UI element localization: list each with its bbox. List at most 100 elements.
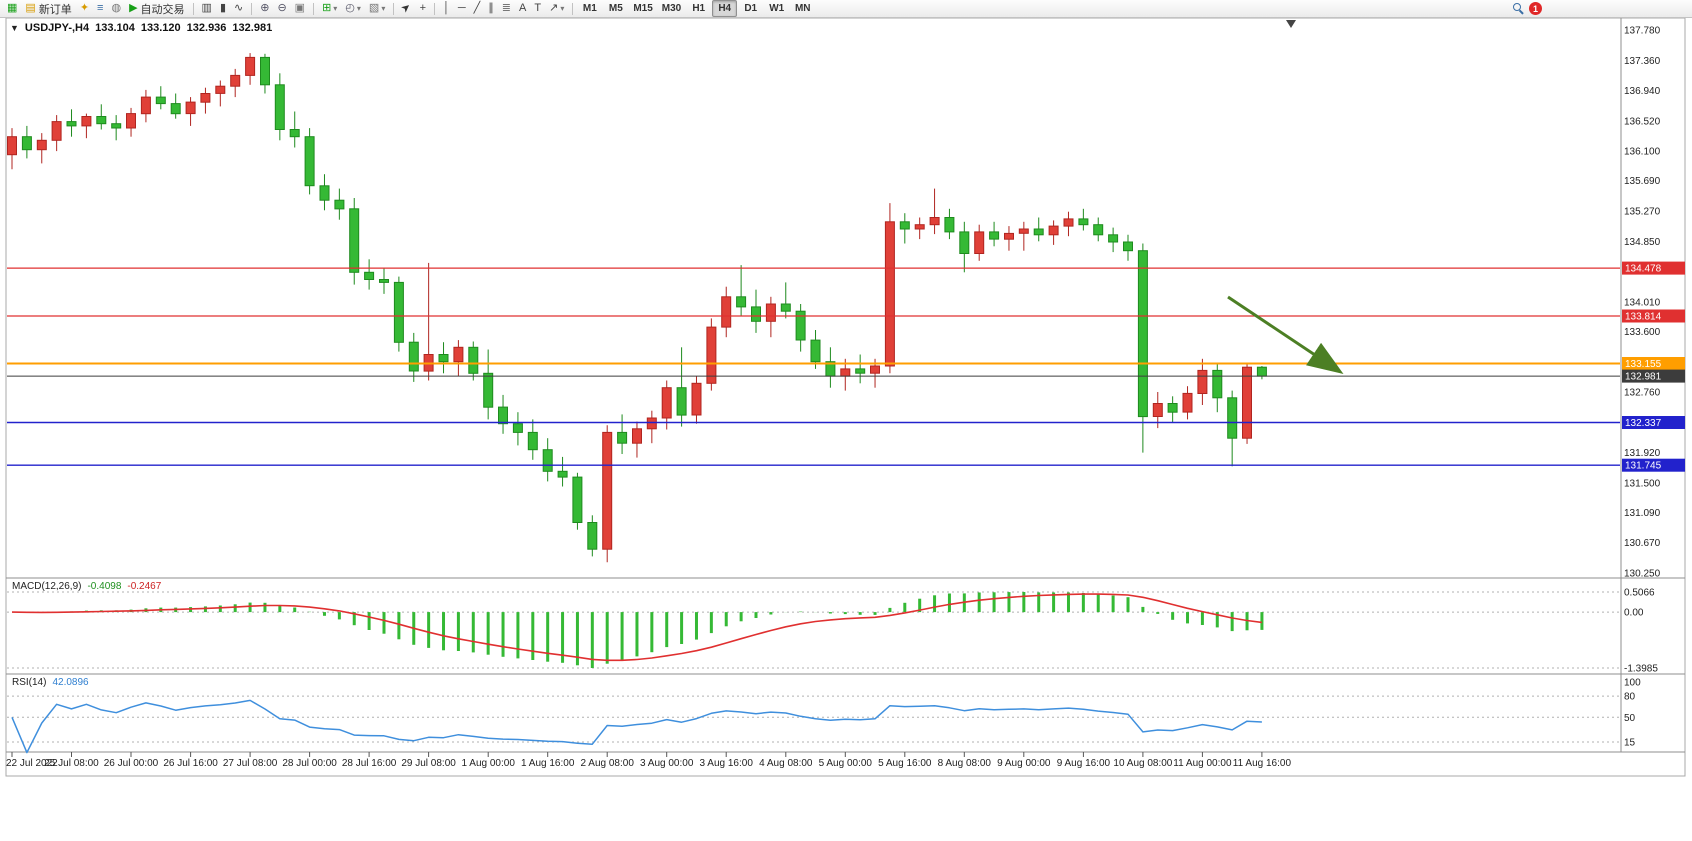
timeframe-M1[interactable]: M1 xyxy=(582,3,597,14)
toolbar-separator xyxy=(251,2,253,15)
label-tool-icon: T xyxy=(534,2,542,14)
crosshair-tool-button[interactable]: + xyxy=(416,0,430,17)
price-badge-label: 133.155 xyxy=(1625,359,1662,370)
candle-body xyxy=(840,368,851,377)
candle-body xyxy=(736,296,747,308)
candle-body xyxy=(1108,234,1119,243)
timeframe-W1[interactable]: W1 xyxy=(769,3,785,14)
clock-icon: ◴ xyxy=(345,2,355,14)
candle-body xyxy=(185,101,196,115)
zoom-out-button[interactable]: ⊖ xyxy=(273,0,290,17)
rsi-scale-label: 50 xyxy=(1624,713,1636,724)
indicators-button[interactable]: ⊞ ▾ xyxy=(318,0,341,17)
rsi-scale-label: 100 xyxy=(1624,678,1641,689)
horizontal-line-tool-button[interactable]: ─ xyxy=(454,0,470,17)
text-tool-button[interactable]: A xyxy=(515,0,530,17)
channel-tool-button[interactable]: ∥ xyxy=(484,0,498,17)
ohlc-high: 133.120 xyxy=(140,22,181,34)
tile-windows-icon: ▣ xyxy=(294,2,306,14)
candle-body xyxy=(438,354,449,363)
timeframe-MN[interactable]: MN xyxy=(794,3,811,14)
main-toolbar: ▦ ▤ 新订单 ✦ ≡ ◍ ▶ 自动交易 ▥ ▮ ∿ ⊕ ⊖ ▣ ⊞ ▾ ◴ ▾… xyxy=(0,0,1692,18)
price-tick-label: 136.520 xyxy=(1624,116,1661,127)
indicators-icon: ⊞ xyxy=(322,2,332,14)
timeframe-M15[interactable]: M15 xyxy=(633,3,653,14)
symbol-timeframe-label: USDJPY-,H4 xyxy=(24,22,90,34)
time-tick-label: 8 Aug 08:00 xyxy=(938,758,992,769)
templates-button[interactable]: ▧ ▾ xyxy=(365,0,389,17)
market-watch-button[interactable]: ≡ xyxy=(93,0,107,17)
candle-body xyxy=(959,231,970,254)
candle-body xyxy=(66,121,77,127)
dropdown-arrow-icon: ▾ xyxy=(356,4,361,13)
toolbar-right-group: 1 xyxy=(1513,2,1542,15)
arrows-tool-button[interactable]: ↗ ▾ xyxy=(545,0,568,17)
macd-indicator-label: MACD(12,26,9) -0.4098 -0.2467 xyxy=(12,581,161,592)
price-badge xyxy=(1622,309,1685,323)
price-badge-label: 133.814 xyxy=(1625,312,1662,323)
search-icon[interactable] xyxy=(1513,3,1524,14)
cursor-tool-button[interactable]: ➤ xyxy=(398,0,415,17)
vertical-line-tool-button[interactable]: │ xyxy=(439,0,454,17)
trendline-tool-button[interactable]: ╱ xyxy=(470,0,485,17)
periods-button[interactable]: ◴ ▾ xyxy=(341,0,365,17)
timeframe-H4[interactable]: H4 xyxy=(712,0,738,17)
candle-body xyxy=(929,217,940,226)
chart-shift-marker[interactable] xyxy=(1286,20,1296,28)
navigator-button[interactable]: ✦ xyxy=(76,0,93,17)
notification-badge[interactable]: 1 xyxy=(1529,2,1542,15)
timeframe-M5[interactable]: M5 xyxy=(608,3,623,14)
timeframe-D1[interactable]: D1 xyxy=(744,3,758,14)
macd-histogram xyxy=(25,592,1264,668)
macd-name: MACD(12,26,9) xyxy=(12,581,82,592)
candle-body xyxy=(1048,225,1059,236)
new-order-button[interactable]: ▤ 新订单 xyxy=(21,0,75,17)
label-tool-button[interactable]: T xyxy=(530,0,545,17)
line-chart-mode-button[interactable]: ∿ xyxy=(230,0,247,17)
candle-body xyxy=(81,116,92,127)
candle-body xyxy=(557,470,568,478)
bar-chart-mode-button[interactable]: ▥ xyxy=(198,0,216,17)
price-tick-label: 136.100 xyxy=(1624,147,1661,158)
fibonacci-tool-button[interactable]: ≣ xyxy=(498,0,515,17)
time-tick-label: 10 Aug 08:00 xyxy=(1113,758,1172,769)
candle-body xyxy=(7,136,17,156)
candle-body xyxy=(498,406,508,425)
dropdown-arrow-icon: ▾ xyxy=(381,4,386,13)
candle-body xyxy=(646,417,657,430)
candle-body xyxy=(1242,366,1252,439)
candle-body xyxy=(1093,224,1104,236)
new-chart-button[interactable]: ▦ xyxy=(3,0,21,17)
price-badge xyxy=(1622,357,1685,370)
price-tick-label: 132.760 xyxy=(1624,388,1661,399)
zoom-in-button[interactable]: ⊕ xyxy=(256,0,273,17)
timeframe-H1[interactable]: H1 xyxy=(692,3,706,14)
time-tick-label: 5 Aug 16:00 xyxy=(878,758,932,769)
time-tick-label: 5 Aug 00:00 xyxy=(819,758,873,769)
candle-body xyxy=(200,93,211,103)
candle-body xyxy=(780,303,791,312)
candlestick-mode-button[interactable]: ▮ xyxy=(216,0,230,17)
data-window-button[interactable]: ◍ xyxy=(107,0,125,17)
candle-body xyxy=(140,96,151,115)
timeframe-M30[interactable]: M30 xyxy=(661,3,682,14)
horizontal-level-lines[interactable] xyxy=(7,267,1620,466)
tile-windows-button[interactable]: ▣ xyxy=(291,0,309,17)
time-tick-label: 1 Aug 16:00 xyxy=(521,758,575,769)
price-axis: 137.780 137.360 136.940 136.520 136.100 135.6… xyxy=(1622,26,1685,580)
candle-body xyxy=(96,116,107,125)
candle-body xyxy=(36,139,47,151)
new-order-icon: ▤ xyxy=(25,2,36,14)
channel-icon: ∥ xyxy=(488,2,494,14)
autotrading-button[interactable]: ▶ 自动交易 xyxy=(125,0,188,17)
zoom-out-icon: ⊖ xyxy=(277,2,287,14)
price-badge xyxy=(1622,416,1685,429)
macd-value: -0.4098 xyxy=(87,581,122,592)
new-chart-icon: ▦ xyxy=(7,2,18,14)
trend-arrow-annotation[interactable] xyxy=(1227,295,1344,374)
price-tick-label: 134.850 xyxy=(1624,237,1661,248)
one-click-trading-toggle[interactable]: ▼ xyxy=(10,23,19,33)
candle-body xyxy=(215,85,226,94)
